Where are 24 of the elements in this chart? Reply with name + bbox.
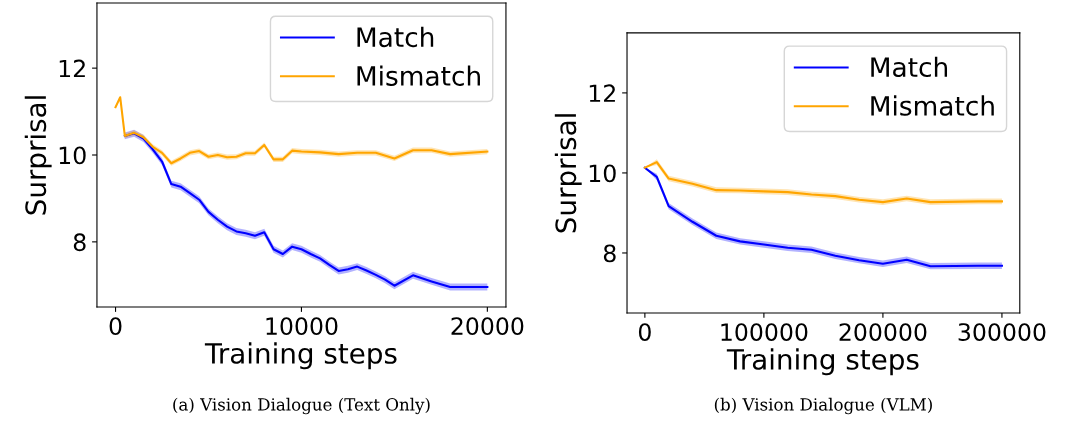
x-tick-label: 200000 <box>839 323 927 341</box>
y-tick-label: 12 <box>59 59 85 78</box>
x-tick-label: 20000 <box>451 317 524 336</box>
y-tick-label: 8 <box>73 233 86 252</box>
x-axis-title: Training steps <box>204 342 397 370</box>
text: (b) Vision Dialogue (VLM) <box>714 397 932 415</box>
legend-label: Match <box>871 56 948 78</box>
x-tick-label: 100000 <box>721 323 808 341</box>
y-axis-title: Surprisal <box>554 114 582 233</box>
line-series <box>123 132 489 289</box>
y-tick-label: 10 <box>589 164 616 183</box>
x-tick-label: 0 <box>638 323 651 341</box>
y-tick-label: 12 <box>589 84 615 102</box>
legend-label: Mismatch <box>357 65 480 86</box>
legend-label: Match <box>357 26 434 48</box>
legend-label: Mismatch <box>871 95 994 116</box>
x-tick-label: 10000 <box>266 317 338 336</box>
x-tick-label: 0 <box>109 317 122 336</box>
y-tick-label: 8 <box>603 244 616 263</box>
y-tick-label: 10 <box>59 146 86 165</box>
x-tick-label: 300000 <box>958 323 1046 341</box>
text: (a) Vision Dialogue (Text Only) <box>173 397 430 415</box>
x-axis-title: Training steps <box>726 348 919 376</box>
y-axis-title: Surprisal <box>24 96 52 215</box>
